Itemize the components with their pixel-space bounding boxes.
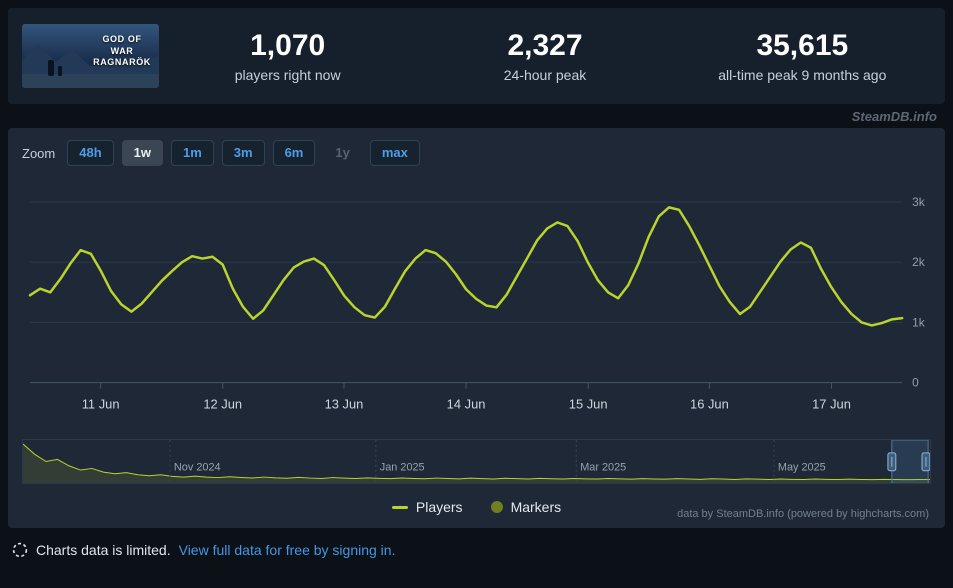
x-axis-label: 17 Jun [812, 397, 851, 412]
limited-data-icon [12, 543, 28, 558]
navigator-month-label: Mar 2025 [580, 461, 626, 473]
zoom-toolbar: Zoom 48h 1w 1m 3m 6m 1y max [22, 140, 931, 167]
navigator-month-label: Nov 2024 [174, 461, 221, 473]
chart-legend: Players Markers [22, 496, 931, 518]
stat-24h-peak-value: 2,327 [507, 29, 583, 63]
zoom-button-1y: 1y [323, 140, 361, 166]
chart-navigator[interactable]: Nov 2024 Jan 2025 Mar 2025 May 2025 [22, 438, 931, 485]
legend-markers-label: Markers [510, 499, 562, 516]
chart-credits[interactable]: data by SteamDB.info (powered by highcha… [677, 508, 929, 521]
game-capsule-art [22, 24, 159, 88]
footer-bar: Charts data is limited. View full data f… [8, 542, 945, 558]
players-series-line [28, 206, 904, 327]
stat-alltime-peak: 35,615 all-time peak 9 months ago [674, 29, 931, 83]
players-chart[interactable]: 0 1k 2k 3k 11 Jun 12 Jun 13 Jun 14 Jun 15 Jun 16 … [22, 176, 931, 432]
sign-in-link[interactable]: View full data for free by signing in. [178, 542, 396, 559]
limited-data-message: Charts data is limited. [36, 542, 171, 559]
zoom-button-max[interactable]: max [369, 140, 420, 167]
chart-panel: Zoom 48h 1w 1m 3m 6m 1y max 0 1k 2k 3k 11 Ju… [8, 128, 945, 529]
header-stats-panel: God of War Ragnarök 1,070 players right … [8, 8, 945, 104]
navigator-month-label: May 2025 [778, 461, 826, 473]
legend-item-players[interactable]: Players [391, 499, 463, 516]
x-axis-label: 15 Jun [569, 397, 608, 412]
zoom-button-1w[interactable]: 1w [121, 140, 163, 167]
navigator-chart[interactable]: Nov 2024 Jan 2025 Mar 2025 May 2025 [23, 439, 930, 484]
x-axis-label: 14 Jun [447, 397, 486, 412]
navigator-series-line [23, 443, 930, 480]
game-capsule-image[interactable]: God of War Ragnarök [22, 24, 159, 88]
stat-players-now-value: 1,070 [250, 29, 326, 63]
zoom-button-6m[interactable]: 6m [272, 140, 316, 167]
y-axis-label: 1k [912, 316, 925, 330]
x-axis-label: 13 Jun [325, 397, 364, 412]
zoom-label: Zoom [22, 145, 56, 161]
x-axis-label: 16 Jun [690, 397, 729, 412]
zoom-button-1m[interactable]: 1m [170, 140, 214, 167]
zoom-button-48h[interactable]: 48h [67, 140, 114, 167]
players-line-swatch [391, 505, 408, 509]
x-axis-label: 12 Jun [203, 397, 242, 412]
steamdb-watermark: SteamDB.info [851, 109, 937, 124]
navigator-month-label: Jan 2025 [380, 461, 425, 473]
y-axis-label: 0 [912, 376, 919, 390]
stat-players-now: 1,070 players right now [159, 29, 416, 83]
markers-dot-swatch [490, 501, 503, 514]
stat-24h-peak-label: 24-hour peak [503, 66, 587, 83]
stat-players-now-label: players right now [234, 66, 341, 83]
legend-players-label: Players [415, 499, 463, 516]
stat-alltime-peak-value: 35,615 [756, 29, 849, 63]
zoom-button-3m[interactable]: 3m [221, 140, 265, 167]
stat-24h-peak: 2,327 24-hour peak [416, 29, 673, 83]
stat-alltime-peak-label: all-time peak 9 months ago [718, 66, 887, 83]
stats-row: 1,070 players right now 2,327 24-hour pe… [159, 29, 931, 83]
game-title: God of War Ragnarök [93, 34, 151, 68]
y-axis-label: 2k [912, 255, 925, 269]
legend-item-markers[interactable]: Markers [490, 499, 562, 516]
y-axis-label: 3k [912, 195, 925, 209]
x-axis-label: 11 Jun [82, 397, 120, 412]
